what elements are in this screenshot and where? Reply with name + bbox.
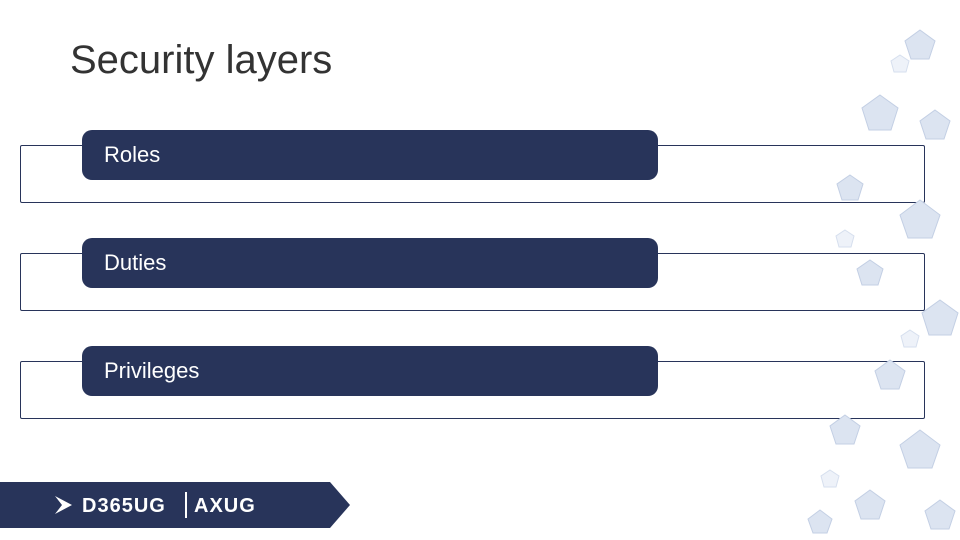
layer-pill-roles: Roles xyxy=(82,130,658,180)
layer-label: Duties xyxy=(104,250,166,276)
layers-list: Roles Duties Privileges xyxy=(20,130,920,454)
layer-pill-privileges: Privileges xyxy=(82,346,658,396)
layer-label: Roles xyxy=(104,142,160,168)
slide: Security layers Roles Duties Privileges xyxy=(0,0,960,540)
layer-row: Privileges xyxy=(20,346,920,420)
footer-brand-left: D365UG xyxy=(82,495,166,517)
layer-row: Duties xyxy=(20,238,920,312)
layer-label: Privileges xyxy=(104,358,199,384)
layer-pill-duties: Duties xyxy=(82,238,658,288)
footer-banner: D365UG AXUG xyxy=(0,482,360,528)
footer-brand-right: AXUG xyxy=(194,495,256,517)
slide-title: Security layers xyxy=(70,38,332,83)
layer-row: Roles xyxy=(20,130,920,204)
